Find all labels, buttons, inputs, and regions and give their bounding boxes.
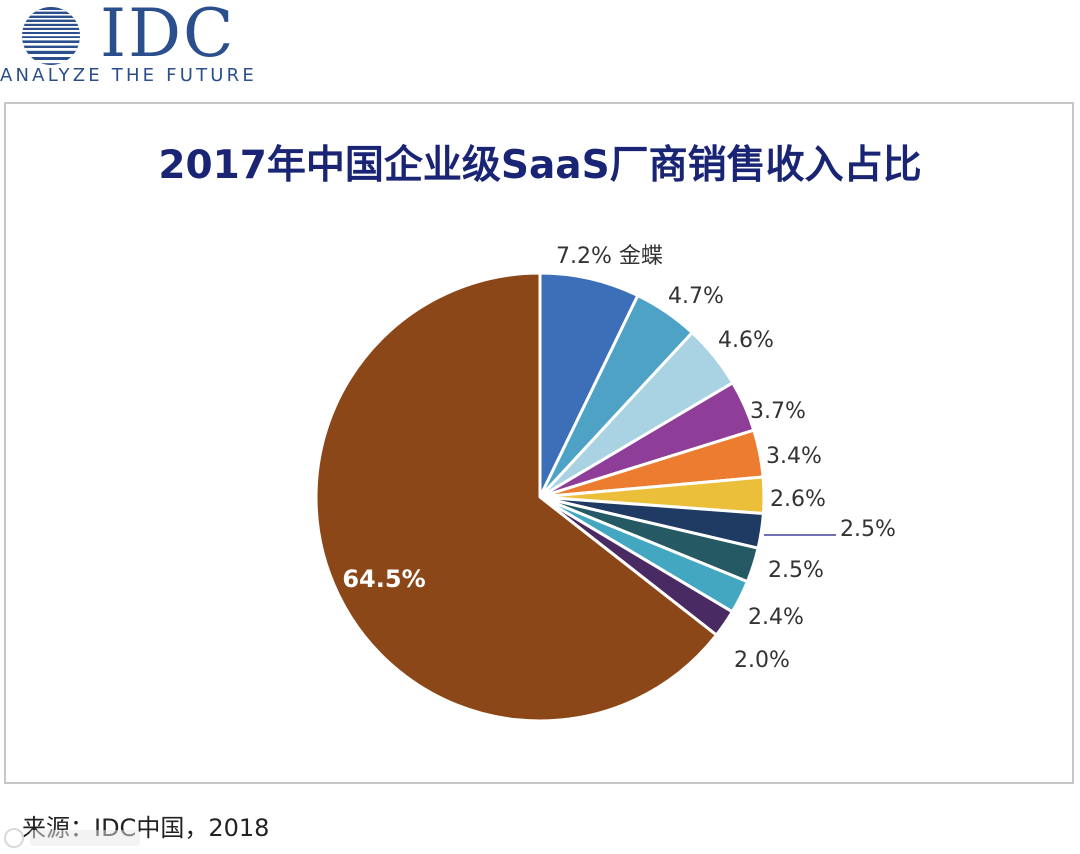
logo-text: IDC	[100, 0, 236, 72]
pie-slice	[538, 271, 640, 499]
slice-label: 2.5%	[768, 558, 824, 583]
slice-label: 2.4%	[748, 605, 804, 630]
logo-tagline: ANALYZE THE FUTURE	[0, 65, 257, 86]
globe-logo-icon	[22, 7, 80, 65]
slice-label: 2.0%	[734, 648, 790, 673]
pie-slice	[314, 271, 718, 723]
chart-title: 2017年中国企业级SaaS厂商销售收入占比	[158, 143, 922, 188]
slice-label: 64.5%	[342, 565, 425, 593]
slice-label: 4.6%	[718, 328, 774, 353]
header: IDC ANALYZE THE FUTURE	[0, 0, 1080, 100]
watermark-icon	[4, 828, 140, 848]
slice-label: 2.6%	[770, 487, 826, 512]
slice-label: 2.5%	[840, 517, 896, 542]
slice-label: 3.4%	[766, 444, 822, 469]
slice-label: 3.7%	[750, 399, 806, 424]
slice-label: 7.2% 金蝶	[556, 244, 663, 269]
slice-label: 4.7%	[668, 284, 724, 309]
